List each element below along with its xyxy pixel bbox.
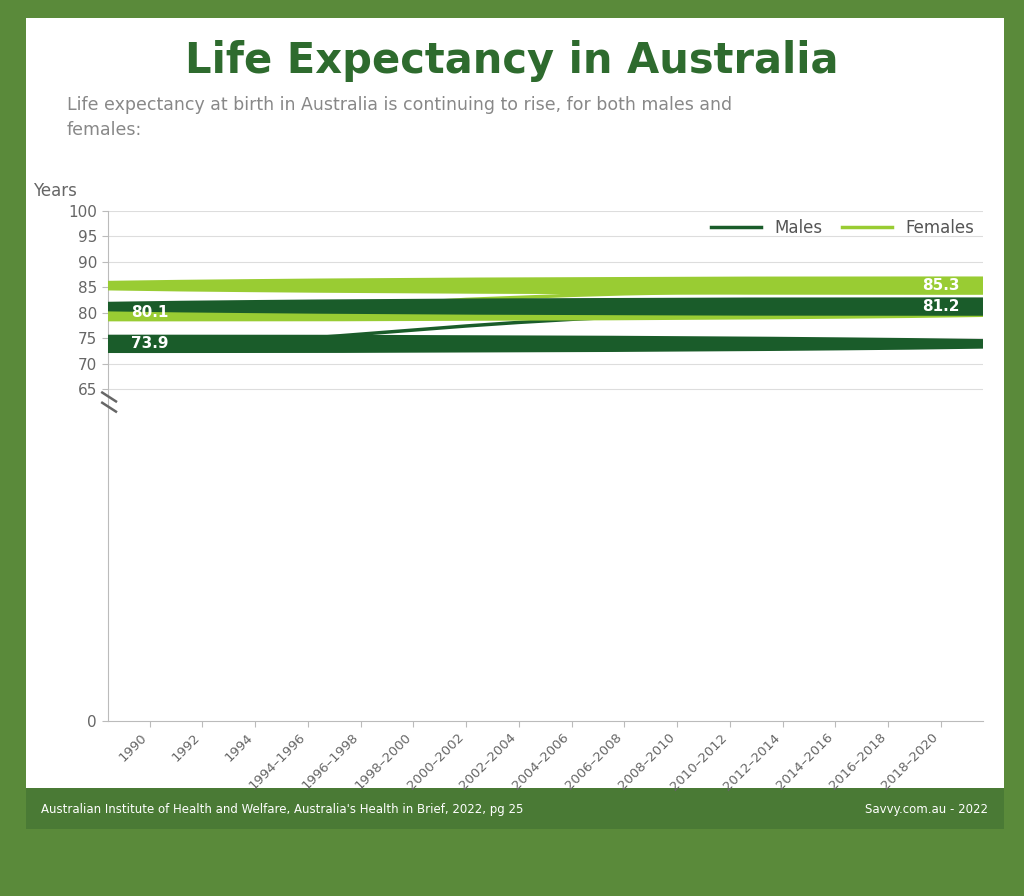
Text: Australian Institute of Health and Welfare, Australia's Health in Brief, 2022, p: Australian Institute of Health and Welfa… [41, 803, 523, 815]
Text: Life Expectancy in Australia: Life Expectancy in Australia [185, 40, 839, 82]
Text: 73.9: 73.9 [131, 336, 169, 351]
Ellipse shape [0, 277, 1024, 295]
Text: Years: Years [33, 183, 77, 201]
Text: Savvy.com.au - 2022: Savvy.com.au - 2022 [865, 803, 988, 815]
Text: 80.1: 80.1 [131, 305, 168, 320]
Ellipse shape [0, 297, 1024, 315]
Text: 85.3: 85.3 [922, 278, 959, 293]
Text: Life expectancy at birth in Australia is continuing to rise, for both males and
: Life expectancy at birth in Australia is… [67, 96, 732, 139]
Ellipse shape [0, 303, 1024, 322]
Legend: Males, Females: Males, Females [711, 219, 975, 237]
Ellipse shape [0, 335, 1024, 353]
Text: 81.2: 81.2 [922, 299, 959, 314]
